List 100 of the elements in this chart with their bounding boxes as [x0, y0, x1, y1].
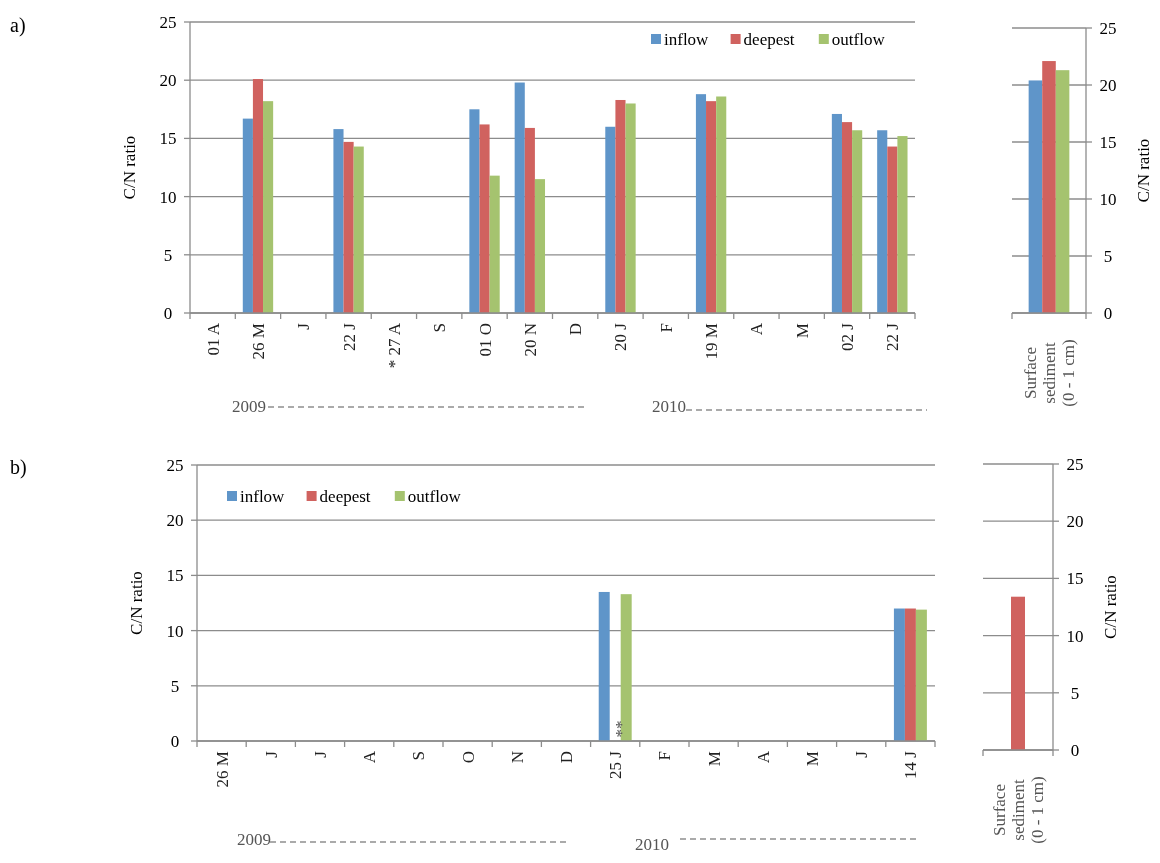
bar	[852, 130, 863, 313]
bar	[695, 94, 707, 313]
y-tick-label: 0	[170, 731, 180, 751]
y-tick-label: 25	[1099, 18, 1117, 38]
bar	[469, 109, 480, 313]
x-tick-label: M	[792, 323, 812, 339]
bar	[841, 122, 853, 313]
bar	[1055, 70, 1070, 313]
x-tick-label: D	[557, 751, 576, 764]
bar	[625, 103, 636, 313]
text: a)	[10, 14, 26, 37]
y-tick-label: 5	[170, 676, 180, 696]
bar	[598, 591, 610, 741]
y-tick-label: 0	[163, 303, 173, 323]
x-tick-label: 02 J	[838, 322, 858, 351]
x-tick-label: 14 J	[901, 750, 921, 779]
x-tick-label: 01 O	[475, 323, 495, 357]
x-tick-label: * 27 A	[384, 322, 404, 369]
bar	[605, 126, 616, 313]
y-tick-label: 25	[166, 455, 184, 475]
bar	[1028, 80, 1043, 313]
x-tick-label: F	[655, 751, 675, 761]
bar	[479, 124, 490, 313]
bar	[615, 99, 626, 313]
bar	[343, 141, 354, 313]
legend-label: outflow	[831, 30, 886, 49]
y-tick-label: 10	[166, 621, 184, 641]
y-tick-label: 5	[163, 245, 173, 265]
bar	[915, 609, 927, 741]
x-tick-label: S	[409, 751, 429, 761]
bar	[534, 179, 546, 313]
text: 2010	[635, 835, 669, 854]
bar	[877, 130, 888, 313]
legend-label: inflow	[664, 30, 710, 49]
y-tick-label: 10	[1099, 189, 1117, 209]
x-tick-label: 26 M	[212, 751, 232, 788]
annotation: **	[611, 720, 631, 738]
legend-label: deepest	[743, 30, 795, 49]
bar	[353, 146, 364, 313]
y-tick-label: 20	[1099, 75, 1117, 95]
bar	[489, 175, 500, 313]
x-tick-label: M	[803, 751, 822, 767]
bar	[514, 82, 525, 313]
bar	[524, 127, 535, 313]
y-tick-label: 10	[159, 187, 177, 207]
x-tick-label: 19 M	[702, 323, 722, 360]
y-tick-label: 15	[159, 129, 177, 149]
x-tick-label: Surface sediment (0 - 1 cm)	[990, 776, 1047, 844]
bar	[263, 101, 274, 313]
legend-label: deepest	[319, 487, 371, 506]
x-tick-label: J	[852, 750, 872, 758]
x-tick-label: 26 M	[248, 323, 268, 360]
bar	[716, 96, 727, 313]
y-tick-label: 15	[166, 566, 184, 586]
bar	[887, 146, 898, 313]
y-axis-title: C/N ratio	[1134, 138, 1153, 203]
y-tick-label: 15	[1099, 132, 1117, 152]
bar	[831, 113, 842, 313]
x-tick-label: N	[507, 751, 527, 764]
legend-label: outflow	[407, 487, 462, 506]
y-tick-label: 15	[1066, 569, 1084, 589]
y-tick-label: 20	[1066, 512, 1084, 532]
y-axis-title: C/N ratio	[127, 571, 146, 635]
x-tick-label: 22 J	[339, 322, 359, 351]
x-tick-label: D	[566, 323, 586, 336]
x-tick-label: A	[747, 322, 767, 336]
bar	[1042, 61, 1056, 313]
x-tick-label: M	[704, 751, 724, 767]
y-tick-label: 5	[1070, 683, 1080, 703]
x-tick-label: F	[656, 323, 676, 333]
x-tick-label: 20 J	[611, 322, 631, 351]
x-tick-label: A	[360, 750, 380, 764]
x-tick-label: J	[261, 750, 281, 758]
x-tick-label: 22 J	[883, 322, 903, 351]
bar	[252, 79, 264, 313]
bar	[904, 608, 916, 741]
text: 2010	[652, 397, 686, 416]
y-tick-label: 0	[1070, 740, 1080, 760]
bar	[242, 118, 253, 313]
legend-label: inflow	[240, 487, 286, 506]
bar	[333, 129, 344, 313]
y-tick-label: 25	[1066, 454, 1084, 474]
bar	[897, 136, 908, 313]
x-tick-label: Surface sediment (0 - 1 cm)	[1021, 339, 1078, 407]
text: b)	[10, 456, 27, 479]
x-tick-label: 01 A	[203, 322, 223, 356]
y-axis-title: C/N ratio	[1101, 575, 1120, 639]
x-tick-label: A	[753, 750, 773, 764]
y-tick-label: 5	[1103, 246, 1113, 266]
y-axis-title: C/N ratio	[120, 135, 139, 200]
x-tick-label: J	[294, 322, 314, 330]
x-tick-label: 25 J	[606, 750, 626, 779]
text: 2009	[237, 830, 271, 849]
y-tick-label: 20	[159, 71, 177, 91]
y-tick-label: 0	[1103, 303, 1113, 323]
y-tick-label: 10	[1066, 626, 1084, 646]
x-tick-label: J	[311, 750, 330, 758]
y-tick-label: 20	[166, 511, 184, 531]
bar	[893, 608, 905, 741]
x-tick-label: S	[430, 323, 450, 333]
